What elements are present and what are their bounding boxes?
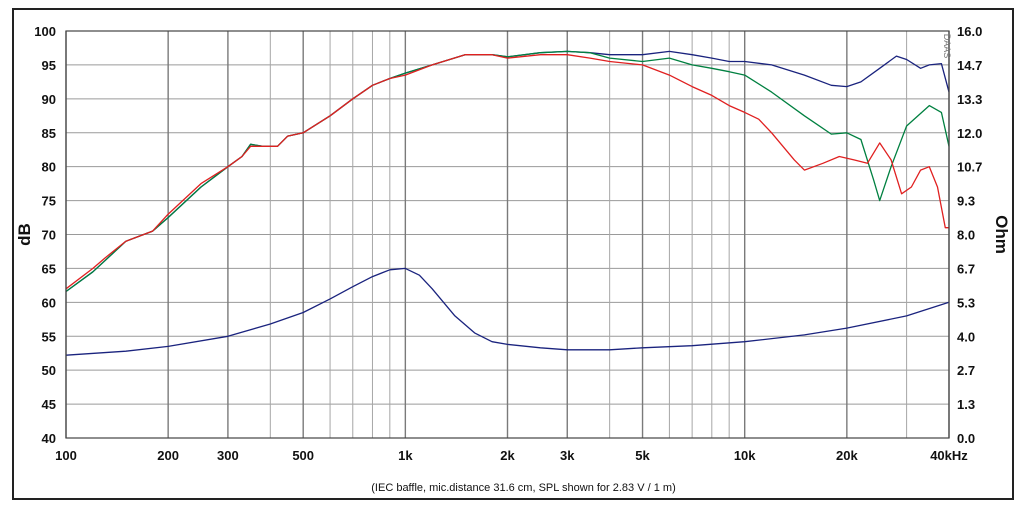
y-left-tick-label: 55 [42,329,56,344]
y-right-tick-label: 4.0 [957,329,975,344]
x-tick-label: 100 [55,448,77,463]
x-tick-label: 2k [500,448,515,463]
y-right-tick-label: 13.3 [957,92,982,107]
x-tick-label: 500 [292,448,314,463]
x-tick-label: 1k [398,448,413,463]
x-tick-label: 200 [157,448,179,463]
y-right-tick-label: 9.3 [957,194,975,209]
y-right-tick-label: 1.3 [957,397,975,412]
y-left-tick-label: 65 [42,261,56,276]
y-left-tick-label: 95 [42,58,56,73]
plot-border [65,30,950,439]
x-tick-label: 5k [635,448,650,463]
x-tick-label: 10k [734,448,756,463]
y-left-tick-label: 45 [42,397,56,412]
y-axis-left-title: dB [15,223,34,246]
y-right-tick-label: 5.3 [957,295,975,310]
x-tick-label: 20k [836,448,858,463]
y-left-tick-label: 80 [42,160,56,175]
y-left-tick-label: 40 [42,431,56,446]
y-right-tick-label: 6.7 [957,261,975,276]
y-left-tick-label: 70 [42,228,56,243]
y-left-tick-label: 75 [42,194,56,209]
y-axis-right-title: Ohm [992,215,1011,254]
y-left-tick-label: 60 [42,295,56,310]
tick-labels: 100 200 300 500 1k 2k 3k 5k 10k 20k 40kHz 40 45 50 55 6… [34,24,982,463]
series-layer [65,50,950,356]
y-right-tick-label: 2.7 [957,363,975,378]
y-right-tick-label: 16.0 [957,24,982,39]
y-left-tick-label: 50 [42,363,56,378]
grid [65,30,950,439]
chart-frame [12,8,1014,500]
y-left-tick-label: 85 [42,126,56,141]
chart-caption: (IEC baffle, mic.distance 31.6 cm, SPL s… [371,482,675,494]
x-tick-label: 40kHz [930,448,968,463]
y-right-tick-label: 8.0 [957,228,975,243]
y-right-tick-label: 12.0 [957,126,982,141]
series-line-3 [65,54,949,290]
y-right-tick-label: 10.7 [957,160,982,175]
x-tick-label: 3k [560,448,575,463]
y-right-tick-label: 14.7 [957,58,982,73]
y-left-tick-label: 90 [42,92,56,107]
series-line-4 [65,267,950,356]
watermark: DAAS [942,34,952,59]
y-right-tick-label: 0.0 [957,431,975,446]
x-tick-label: 300 [217,448,239,463]
y-left-tick-label: 100 [34,24,56,39]
